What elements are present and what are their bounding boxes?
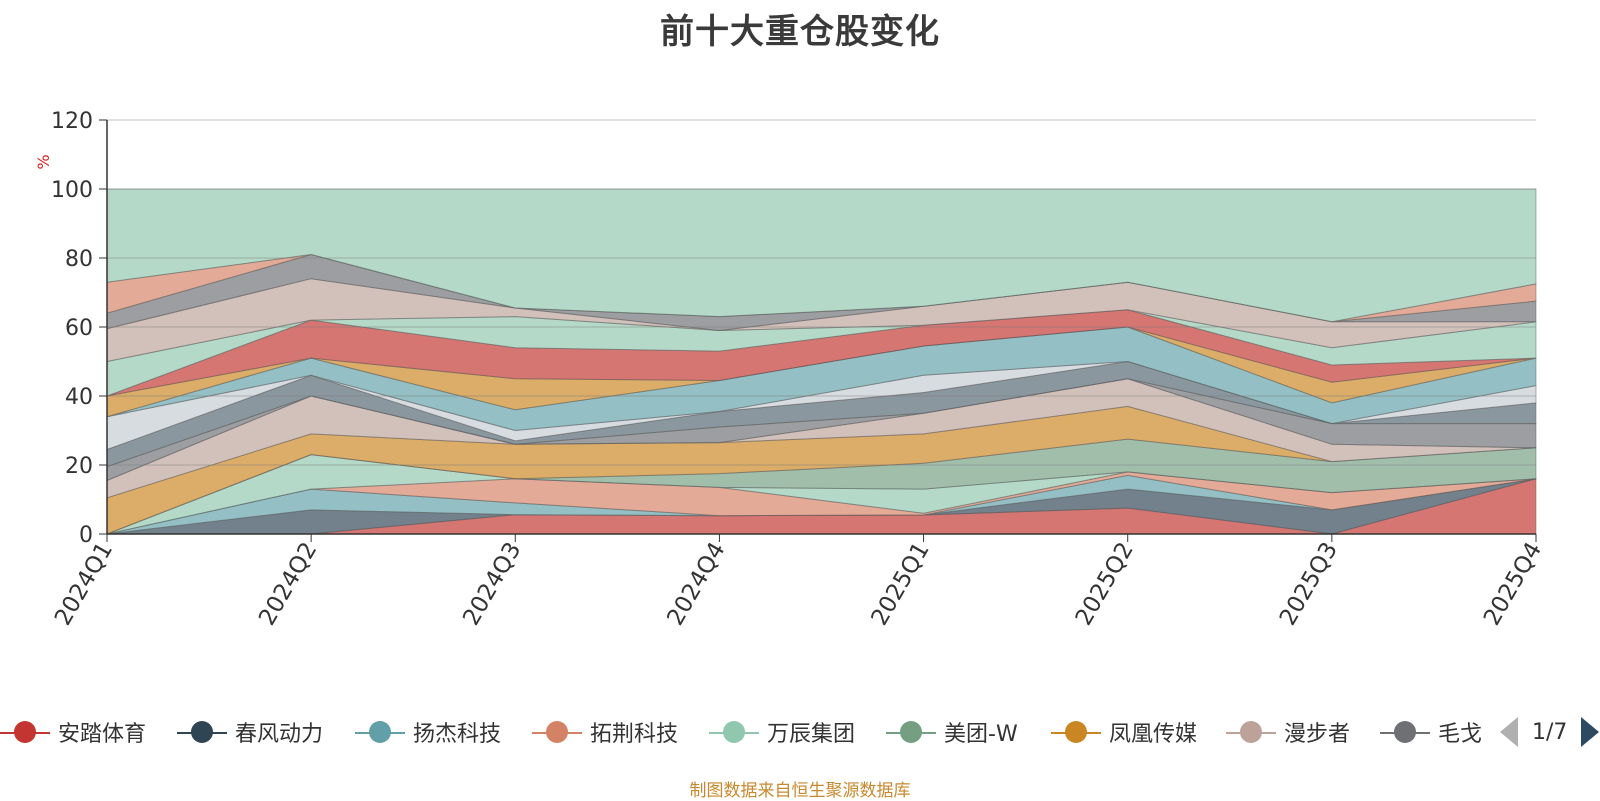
- legend-dot: [900, 721, 922, 743]
- triangle-left-icon[interactable]: [1500, 717, 1518, 747]
- y-tick-label: 0: [79, 523, 93, 548]
- x-tick-label: 2024Q3: [458, 538, 526, 630]
- grid-lines: [107, 119, 1536, 466]
- area-band-16: [106, 253, 1537, 332]
- legend-item[interactable]: 扬杰科技: [355, 712, 501, 752]
- legend-item[interactable]: 美团-W: [886, 712, 1018, 752]
- legend-label: 拓荆科技: [590, 722, 679, 747]
- legend-dot: [14, 721, 36, 743]
- legend-item[interactable]: 漫步者: [1226, 712, 1350, 752]
- legend: 安踏体育 春风动力 扬杰科技 拓荆科技 万辰集团 美团-W 凤凰传媒 漫步者 毛戈: [0, 712, 1600, 752]
- x-tick-label: 2025Q2: [1071, 538, 1139, 630]
- legend-label: 漫步者: [1284, 722, 1351, 747]
- x-tick-label: 2024Q1: [50, 538, 118, 630]
- legend-label: 毛戈: [1438, 722, 1483, 747]
- x-tick-label: 2025Q4: [1479, 538, 1547, 630]
- x-tick-label: 2024Q2: [254, 538, 322, 630]
- legend-dot: [369, 721, 391, 743]
- legend-marker-icon: [532, 712, 582, 752]
- legend-label: 安踏体育: [58, 722, 147, 747]
- area-band-7: [106, 378, 1537, 499]
- area-band-18: [106, 188, 1537, 323]
- y-tick-label: 80: [65, 247, 93, 272]
- legend-pager: 1/7: [1500, 712, 1600, 752]
- x-tick-label: 2025Q3: [1275, 538, 1343, 630]
- area-band-15: [106, 278, 1537, 363]
- legend-label: 美团-W: [944, 722, 1018, 747]
- legend-item[interactable]: 凤凰传媒: [1051, 712, 1197, 752]
- y-tick-label: 20: [65, 454, 93, 479]
- triangle-right-icon[interactable]: [1581, 717, 1600, 747]
- legend-dot: [546, 721, 568, 743]
- area-band-12: [106, 326, 1537, 418]
- legend-dot: [191, 721, 213, 743]
- legend-item[interactable]: 安踏体育: [0, 712, 146, 752]
- y-tick-label: 40: [65, 385, 93, 410]
- legend-marker-icon: [1226, 712, 1276, 752]
- legend-label: 万辰集团: [767, 722, 856, 747]
- x-tick-label: 2024Q4: [662, 538, 730, 630]
- legend-item[interactable]: 毛戈: [1380, 712, 1482, 752]
- chart-title: 前十大重仓股变化: [660, 12, 940, 52]
- area-layers: [106, 188, 1537, 535]
- y-tick-label: 100: [51, 178, 93, 203]
- y-axis-label: %: [34, 154, 53, 169]
- legend-dot: [1240, 721, 1262, 743]
- area-band-10: [106, 360, 1537, 451]
- legend-marker-icon: [886, 712, 936, 752]
- legend-dot: [1065, 721, 1087, 743]
- legend-marker-icon: [1380, 712, 1430, 752]
- legend-item[interactable]: 万辰集团: [709, 712, 855, 752]
- legend-page-indicator: 1/7: [1532, 719, 1568, 745]
- legend-dot: [1394, 721, 1416, 743]
- legend-marker-icon: [177, 712, 227, 752]
- area-band-6: [106, 405, 1537, 535]
- legend-marker-icon: [0, 712, 50, 752]
- y-tick-label: 120: [51, 109, 93, 134]
- legend-item[interactable]: 春风动力: [177, 712, 323, 752]
- legend-label: 扬杰科技: [413, 722, 502, 747]
- area-band-14: [106, 309, 1537, 397]
- area-band-5: [106, 438, 1537, 535]
- y-tick-label: 60: [65, 316, 93, 341]
- x-tick-label: 2025Q1: [867, 538, 935, 630]
- legend-dot: [723, 721, 745, 743]
- legend-marker-icon: [709, 712, 759, 752]
- source-note: 制图数据来自恒生聚源数据库: [689, 781, 911, 801]
- legend-marker-icon: [1051, 712, 1101, 752]
- legend-item[interactable]: 拓荆科技: [532, 712, 678, 752]
- legend-label: 春风动力: [235, 722, 324, 747]
- legend-marker-icon: [355, 712, 405, 752]
- legend-label: 凤凰传媒: [1109, 722, 1198, 747]
